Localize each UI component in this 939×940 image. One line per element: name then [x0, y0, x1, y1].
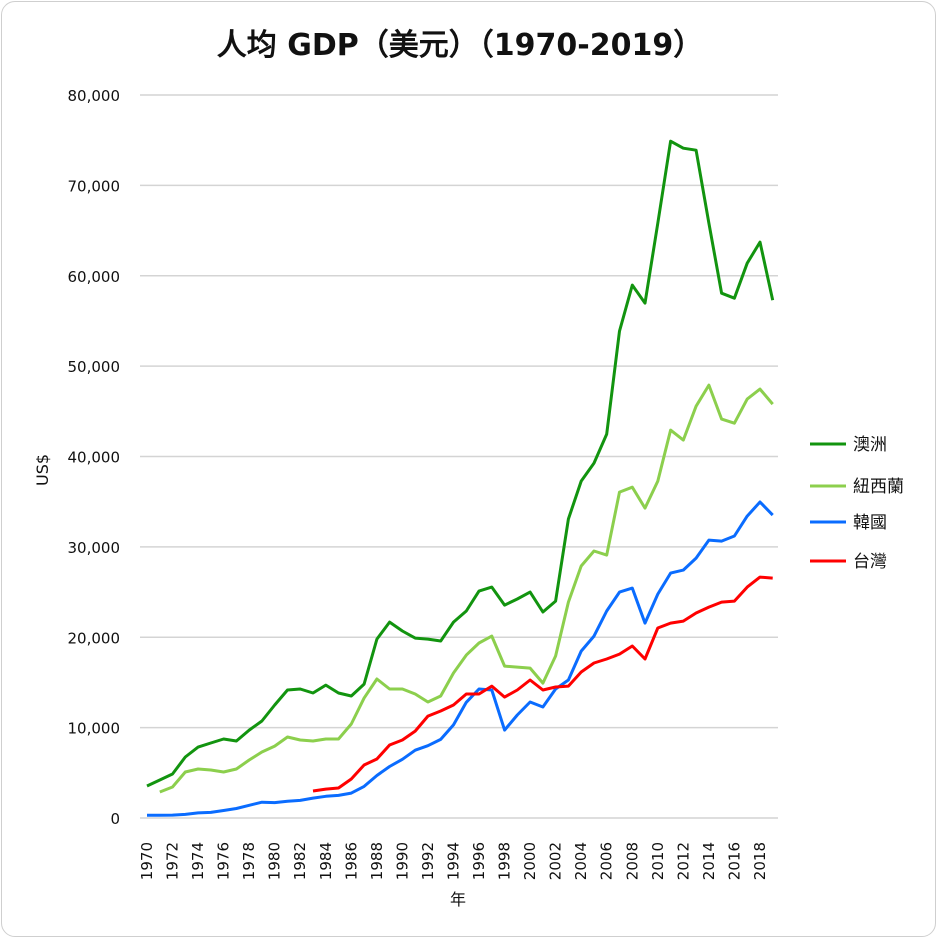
series-line-0 — [146, 139, 775, 788]
x-tick-label: 1984 — [317, 842, 335, 880]
x-tick-label: 1982 — [291, 842, 309, 880]
y-tick-label: 80,000 — [68, 87, 121, 105]
x-tick-label: 1994 — [444, 842, 462, 880]
series-line-2 — [147, 500, 774, 817]
x-tick-label: 2008 — [623, 842, 641, 880]
x-tick-label: 2014 — [700, 842, 718, 880]
legend-label: 紐西蘭 — [853, 477, 904, 497]
series-line-3 — [312, 575, 773, 793]
y-tick-label: 50,000 — [68, 358, 121, 376]
y-tick-label: 20,000 — [68, 629, 121, 647]
x-tick-label: 1972 — [164, 842, 182, 880]
y-tick-label: 40,000 — [68, 449, 121, 467]
x-tick-label: 2006 — [598, 842, 616, 880]
x-tick-label: 1976 — [215, 842, 233, 880]
x-tick-label: 1974 — [189, 842, 207, 880]
x-tick-label: 1998 — [496, 842, 514, 880]
x-tick-label: 1978 — [240, 842, 258, 880]
y-tick-label: 0 — [110, 810, 120, 828]
y-tick-label: 60,000 — [68, 268, 121, 286]
x-tick-label: 2018 — [751, 842, 769, 880]
x-tick-label: 2012 — [674, 842, 692, 880]
x-tick-label: 1980 — [266, 842, 284, 880]
chart-title: 人均 GDP（美元）（1970-2019） — [217, 28, 703, 63]
series-lines — [146, 139, 775, 817]
y-tick-label: 10,000 — [68, 720, 121, 738]
x-axis-label: 年 — [450, 890, 466, 909]
x-tick-label: 2002 — [547, 842, 565, 880]
x-tick-label: 2004 — [572, 842, 590, 880]
x-tick-label: 2010 — [649, 842, 667, 880]
x-axis-ticks: 1970 1972 1974 1976 1978 1980 1982 1984 1986 1988… — [138, 842, 769, 880]
series-line-1 — [159, 383, 774, 794]
x-tick-label: 1988 — [368, 842, 386, 880]
y-tick-label: 30,000 — [68, 539, 121, 557]
x-tick-label: 1986 — [342, 842, 360, 880]
gridlines — [140, 94, 778, 819]
x-tick-label: 1970 — [138, 842, 156, 880]
legend-label: 韓國 — [853, 513, 887, 533]
x-tick-label: 2016 — [725, 842, 743, 880]
legend-label: 台灣 — [853, 552, 887, 572]
y-axis-ticks: 0 10,000 20,000 30,000 40,000 50,000 60,000 70,… — [68, 87, 121, 828]
legend-label: 澳洲 — [853, 435, 887, 455]
x-tick-label: 1990 — [393, 842, 411, 880]
x-tick-label: 1992 — [419, 842, 437, 880]
x-tick-label: 2000 — [521, 842, 539, 880]
x-tick-label: 1996 — [470, 842, 488, 880]
y-axis-label: US$ — [33, 454, 52, 486]
y-tick-label: 70,000 — [68, 177, 121, 195]
